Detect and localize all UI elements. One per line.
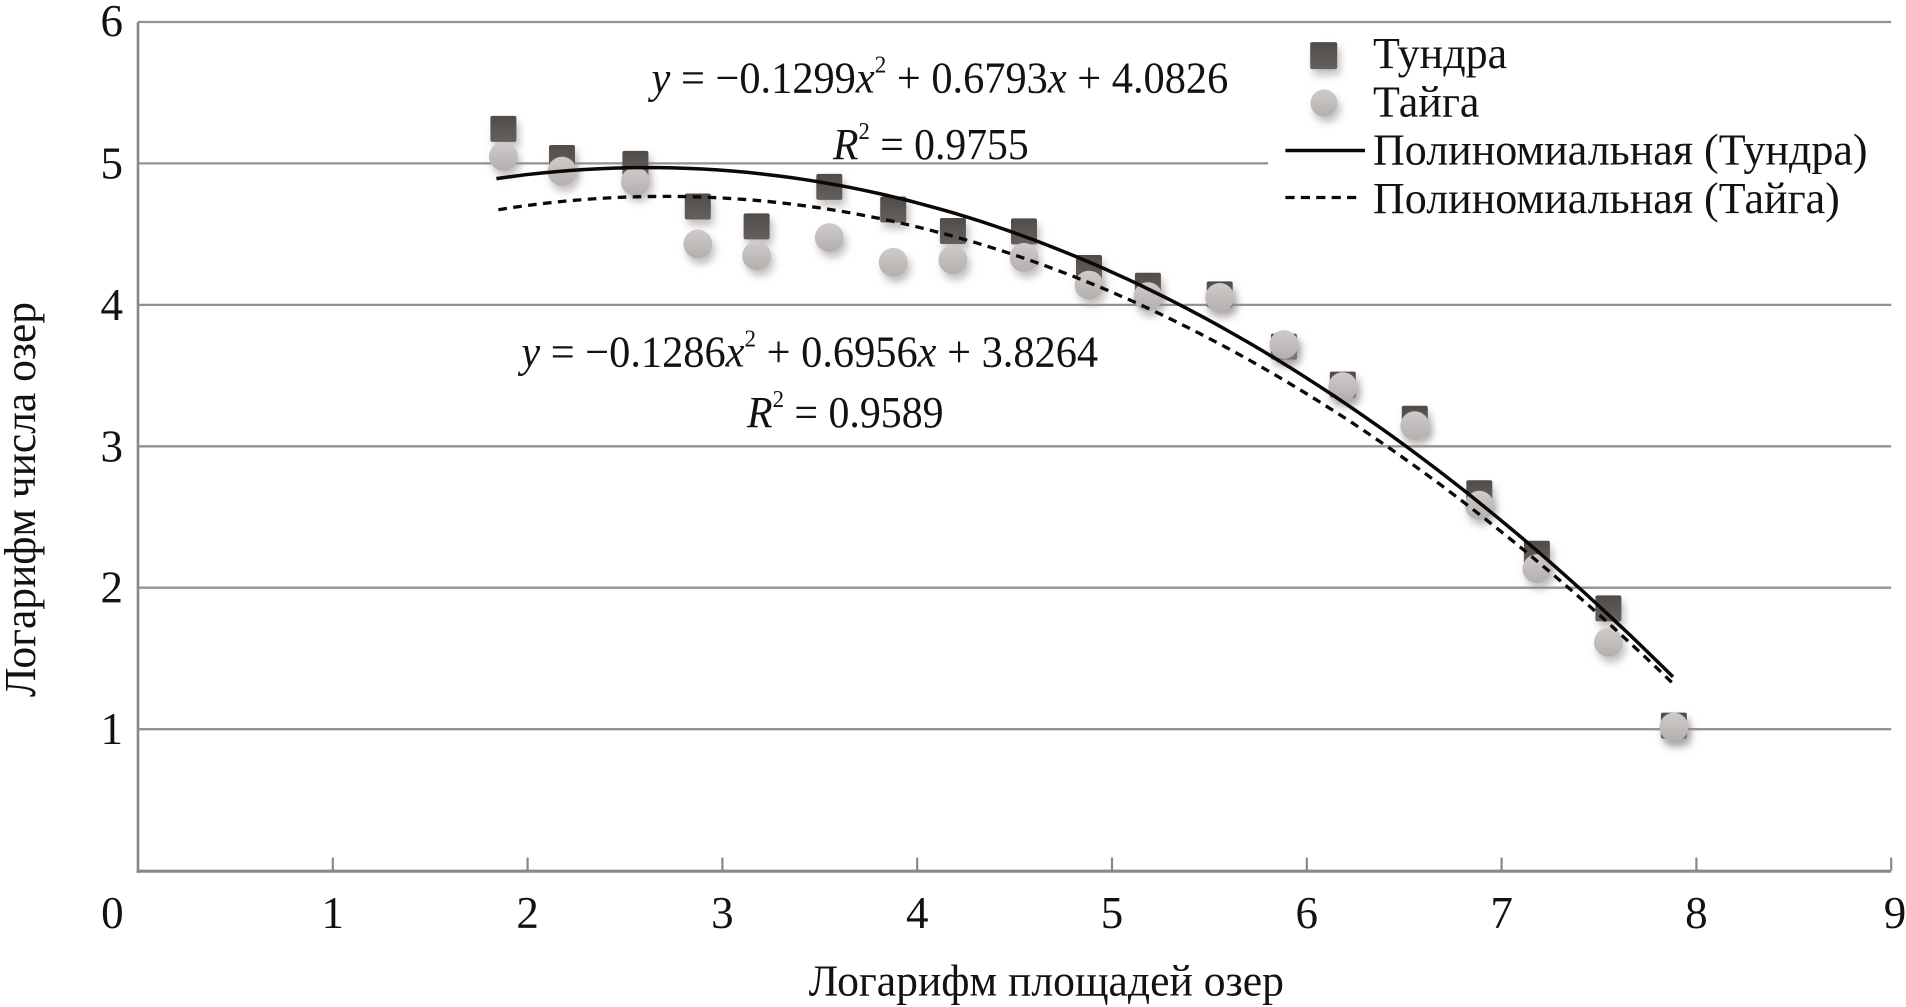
svg-text:4: 4 bbox=[101, 280, 124, 330]
svg-text:4.0826: 4.0826 bbox=[1112, 55, 1229, 103]
svg-text:x: x bbox=[855, 55, 875, 103]
svg-text:+: + bbox=[1077, 55, 1101, 103]
svg-text:6: 6 bbox=[1296, 888, 1319, 938]
svg-text:=: = bbox=[880, 121, 903, 169]
svg-text:2: 2 bbox=[101, 563, 124, 613]
svg-text:=: = bbox=[681, 55, 705, 103]
svg-text:y: y bbox=[648, 55, 672, 103]
svg-text:y: y bbox=[517, 329, 541, 377]
svg-text:0.6956: 0.6956 bbox=[801, 329, 918, 377]
svg-text:1: 1 bbox=[322, 888, 345, 938]
svg-text:6: 6 bbox=[101, 0, 124, 46]
svg-text:=: = bbox=[551, 329, 575, 377]
svg-text:5: 5 bbox=[101, 138, 124, 188]
svg-text:9: 9 bbox=[1884, 888, 1906, 938]
svg-text:0.1286: 0.1286 bbox=[609, 329, 726, 377]
svg-text:7: 7 bbox=[1490, 888, 1513, 938]
svg-text:2: 2 bbox=[773, 387, 784, 414]
svg-text:2: 2 bbox=[858, 118, 869, 145]
svg-text:Полиномиальная (Тайга): Полиномиальная (Тайга) bbox=[1373, 174, 1840, 223]
svg-text:3: 3 bbox=[711, 888, 734, 938]
svg-text:0.1299: 0.1299 bbox=[739, 55, 856, 103]
svg-text:R: R bbox=[832, 121, 858, 169]
svg-text:Тайга: Тайга bbox=[1373, 77, 1479, 126]
svg-text:Логарифм площадей озер: Логарифм площадей озер bbox=[809, 956, 1284, 1005]
svg-text:0.9589: 0.9589 bbox=[829, 389, 944, 437]
svg-text:2: 2 bbox=[516, 888, 539, 938]
svg-text:0: 0 bbox=[101, 888, 124, 938]
svg-text:−: − bbox=[585, 329, 609, 377]
svg-text:8: 8 bbox=[1685, 888, 1708, 938]
svg-text:R: R bbox=[746, 389, 773, 437]
svg-text:Тундра: Тундра bbox=[1373, 29, 1507, 78]
svg-text:5: 5 bbox=[1101, 888, 1124, 938]
svg-text:+: + bbox=[947, 329, 971, 377]
svg-text:=: = bbox=[794, 389, 818, 437]
svg-text:3.8264: 3.8264 bbox=[982, 329, 1099, 377]
svg-text:1: 1 bbox=[101, 704, 124, 754]
svg-text:−: − bbox=[715, 55, 739, 103]
svg-text:0.9755: 0.9755 bbox=[914, 121, 1029, 169]
svg-text:Логарифм числа озер: Логарифм числа озер bbox=[0, 302, 45, 697]
svg-text:0.6793: 0.6793 bbox=[931, 55, 1048, 103]
svg-text:2: 2 bbox=[744, 326, 756, 352]
svg-text:3: 3 bbox=[101, 421, 124, 471]
svg-text:x: x bbox=[725, 329, 745, 377]
svg-text:+: + bbox=[897, 55, 921, 103]
svg-text:2: 2 bbox=[875, 52, 887, 78]
svg-text:x: x bbox=[917, 329, 937, 377]
svg-text:4: 4 bbox=[906, 888, 929, 938]
svg-text:+: + bbox=[767, 329, 791, 377]
svg-text:x: x bbox=[1047, 55, 1067, 103]
svg-text:Полиномиальная (Тундра): Полиномиальная (Тундра) bbox=[1373, 125, 1868, 174]
